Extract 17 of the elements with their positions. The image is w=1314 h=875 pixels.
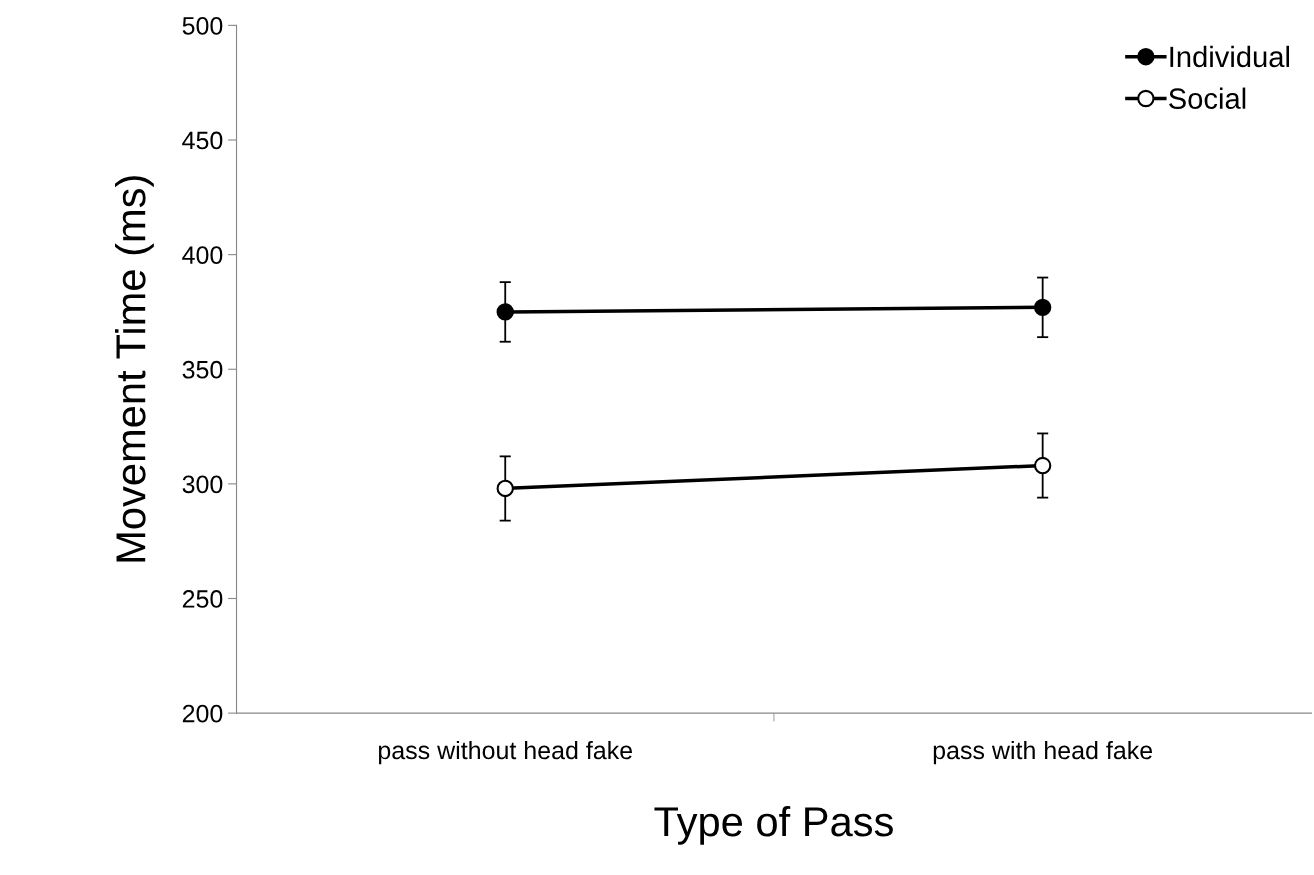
point — [496, 303, 514, 321]
x-tick-label: pass with head fake — [933, 740, 1153, 765]
legend-label: Social — [1169, 87, 1246, 109]
x-axis-title: Type of Pass — [654, 805, 893, 845]
x-tick-label: pass without head fake — [378, 740, 632, 765]
y-tick-label: 400 — [182, 246, 223, 264]
legend-label: Individual — [1170, 45, 1290, 68]
y-tick-label: 300 — [182, 475, 223, 494]
y-tick-label: 200 — [182, 704, 223, 723]
y-axis-title: Movement Time (ms) — [115, 176, 154, 562]
y-tick-label: 450 — [182, 131, 223, 150]
y-tick-label: 250 — [182, 590, 223, 608]
y-tick-label: 500 — [182, 16, 223, 35]
point — [496, 479, 514, 498]
y-tick-label: 350 — [182, 360, 223, 379]
point — [1033, 456, 1052, 475]
point — [1033, 298, 1052, 317]
